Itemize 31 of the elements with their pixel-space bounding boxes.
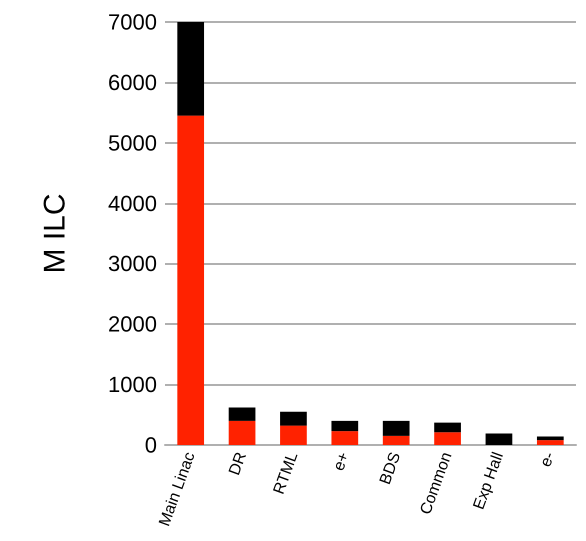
x-tick-label: BDS [376,450,404,487]
bar [434,432,461,445]
y-axis-title: M ILC [38,193,72,274]
bar [177,22,204,116]
y-tick-label: 2000 [108,312,157,337]
bar [536,436,564,440]
bar [331,431,358,445]
y-tick-label: 5000 [108,130,157,156]
y-tick-label: 6000 [108,70,157,95]
y-tick-label: 3000 [108,251,157,276]
bar [177,116,204,445]
x-tick-label: RTML [270,450,302,497]
x-tick-label: e+ [330,450,353,474]
x-tick-label: e- [537,450,558,470]
y-tick-label: 4000 [108,190,157,216]
bar [434,422,461,432]
bar [382,420,410,436]
y-tick-label: 0 [144,432,157,458]
bar [280,426,307,445]
bar [536,440,564,445]
y-tick-label: 7000 [108,10,157,34]
bar [331,420,358,432]
bar [228,420,256,445]
bar [228,408,256,421]
x-tick-label: Main Linac [156,450,199,529]
x-tick-label: Exp Hall [470,450,507,512]
bar [486,434,512,445]
y-tick-label: 1000 [108,372,157,398]
bar [280,412,307,426]
x-tick-label: DR [226,450,250,478]
bar [382,436,410,445]
